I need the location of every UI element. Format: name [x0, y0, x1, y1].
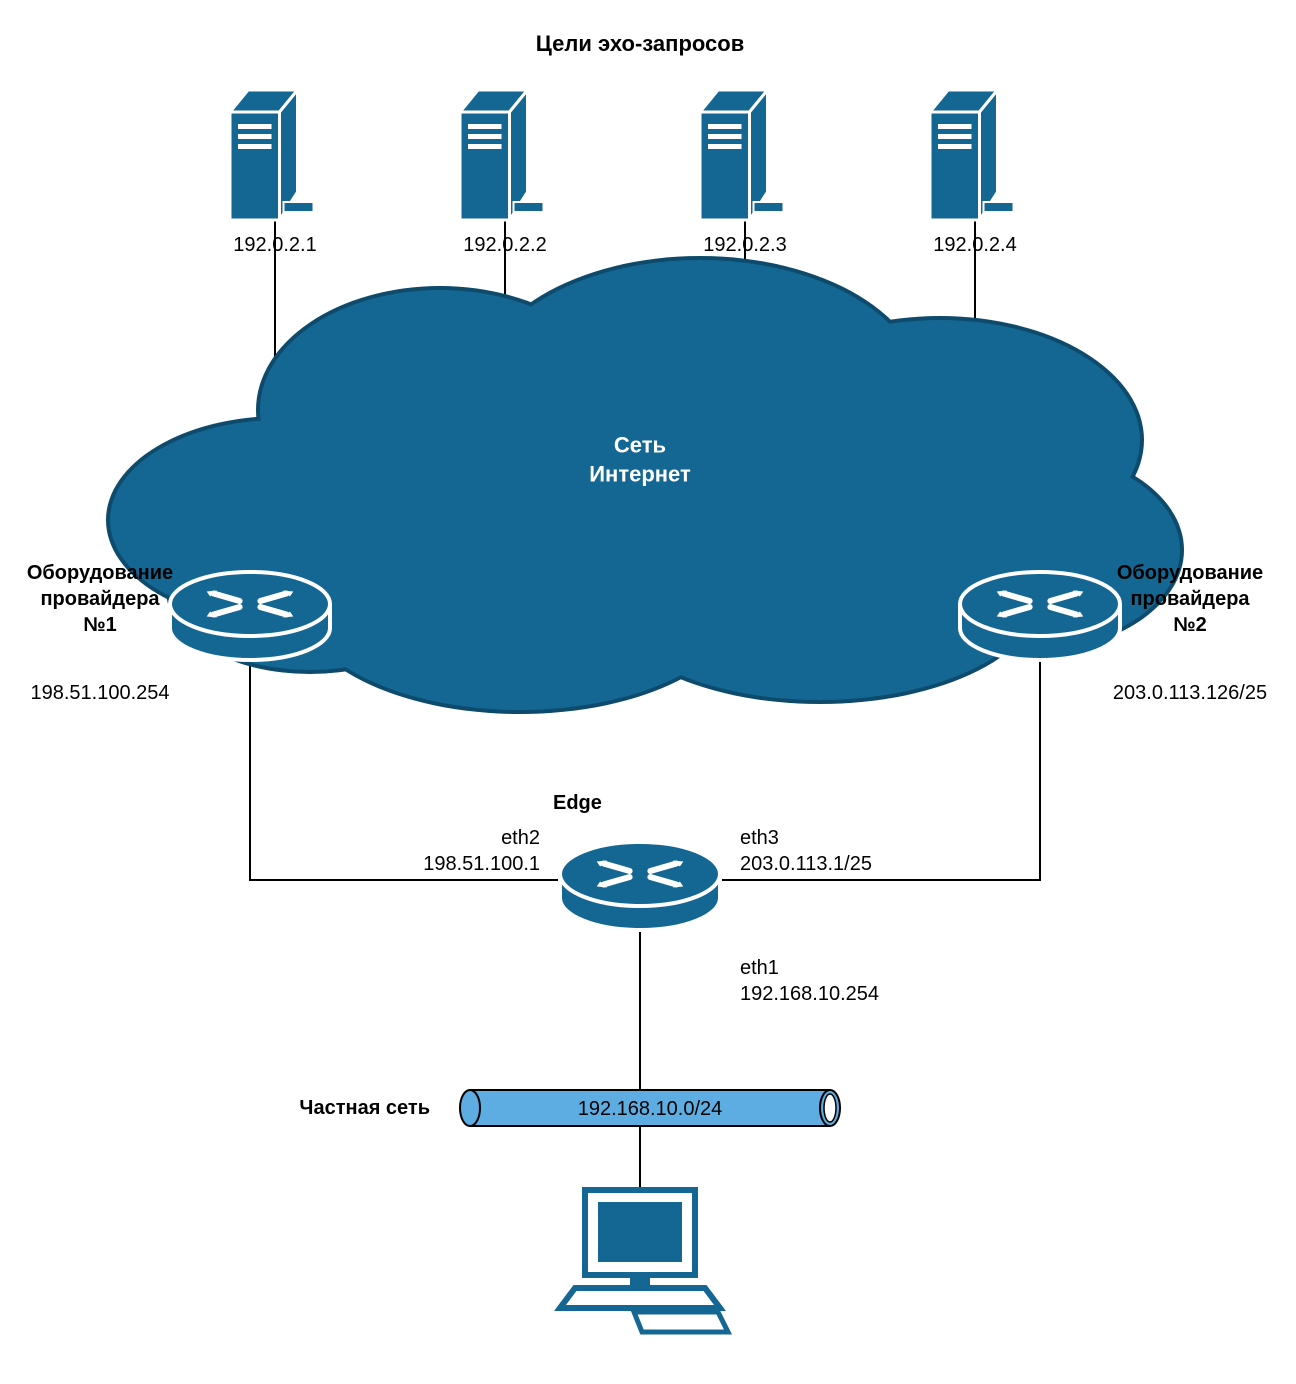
- diagram-title: Цели эхо-запросов: [536, 30, 744, 59]
- edge-eth1: eth1 192.168.10.254: [740, 955, 879, 1007]
- server-ip-4: 192.0.2.4: [933, 232, 1016, 258]
- provider2-label: Оборудование провайдера №2: [1117, 560, 1263, 638]
- edge-eth3: eth3 203.0.113.1/25: [740, 825, 872, 877]
- server-ip-1: 192.0.2.1: [233, 232, 316, 258]
- devices-layer: [0, 0, 1296, 1384]
- edge-eth2: eth2 198.51.100.1: [423, 825, 540, 877]
- edge-title: Edge: [553, 790, 602, 816]
- provider2-ip: 203.0.113.126/25: [1113, 680, 1267, 706]
- provider1-ip: 198.51.100.254: [30, 680, 169, 706]
- connection-lines-layer: [0, 0, 1296, 1384]
- provider1-label: Оборудование провайдера №1: [27, 560, 173, 638]
- diagram-stage: Цели эхо-запросов 192.0.2.1 192.0.2.2 192.0…: [0, 0, 1296, 1384]
- pipe-layer: [0, 0, 1296, 1384]
- server-ip-2: 192.0.2.2: [463, 232, 546, 258]
- cloud-label: Сеть Интернет: [589, 431, 691, 488]
- private-net-label: Частная сеть: [299, 1095, 430, 1121]
- cloud-layer: [0, 0, 1296, 1384]
- private-net-cidr: 192.168.10.0/24: [578, 1096, 723, 1122]
- server-ip-3: 192.0.2.3: [703, 232, 786, 258]
